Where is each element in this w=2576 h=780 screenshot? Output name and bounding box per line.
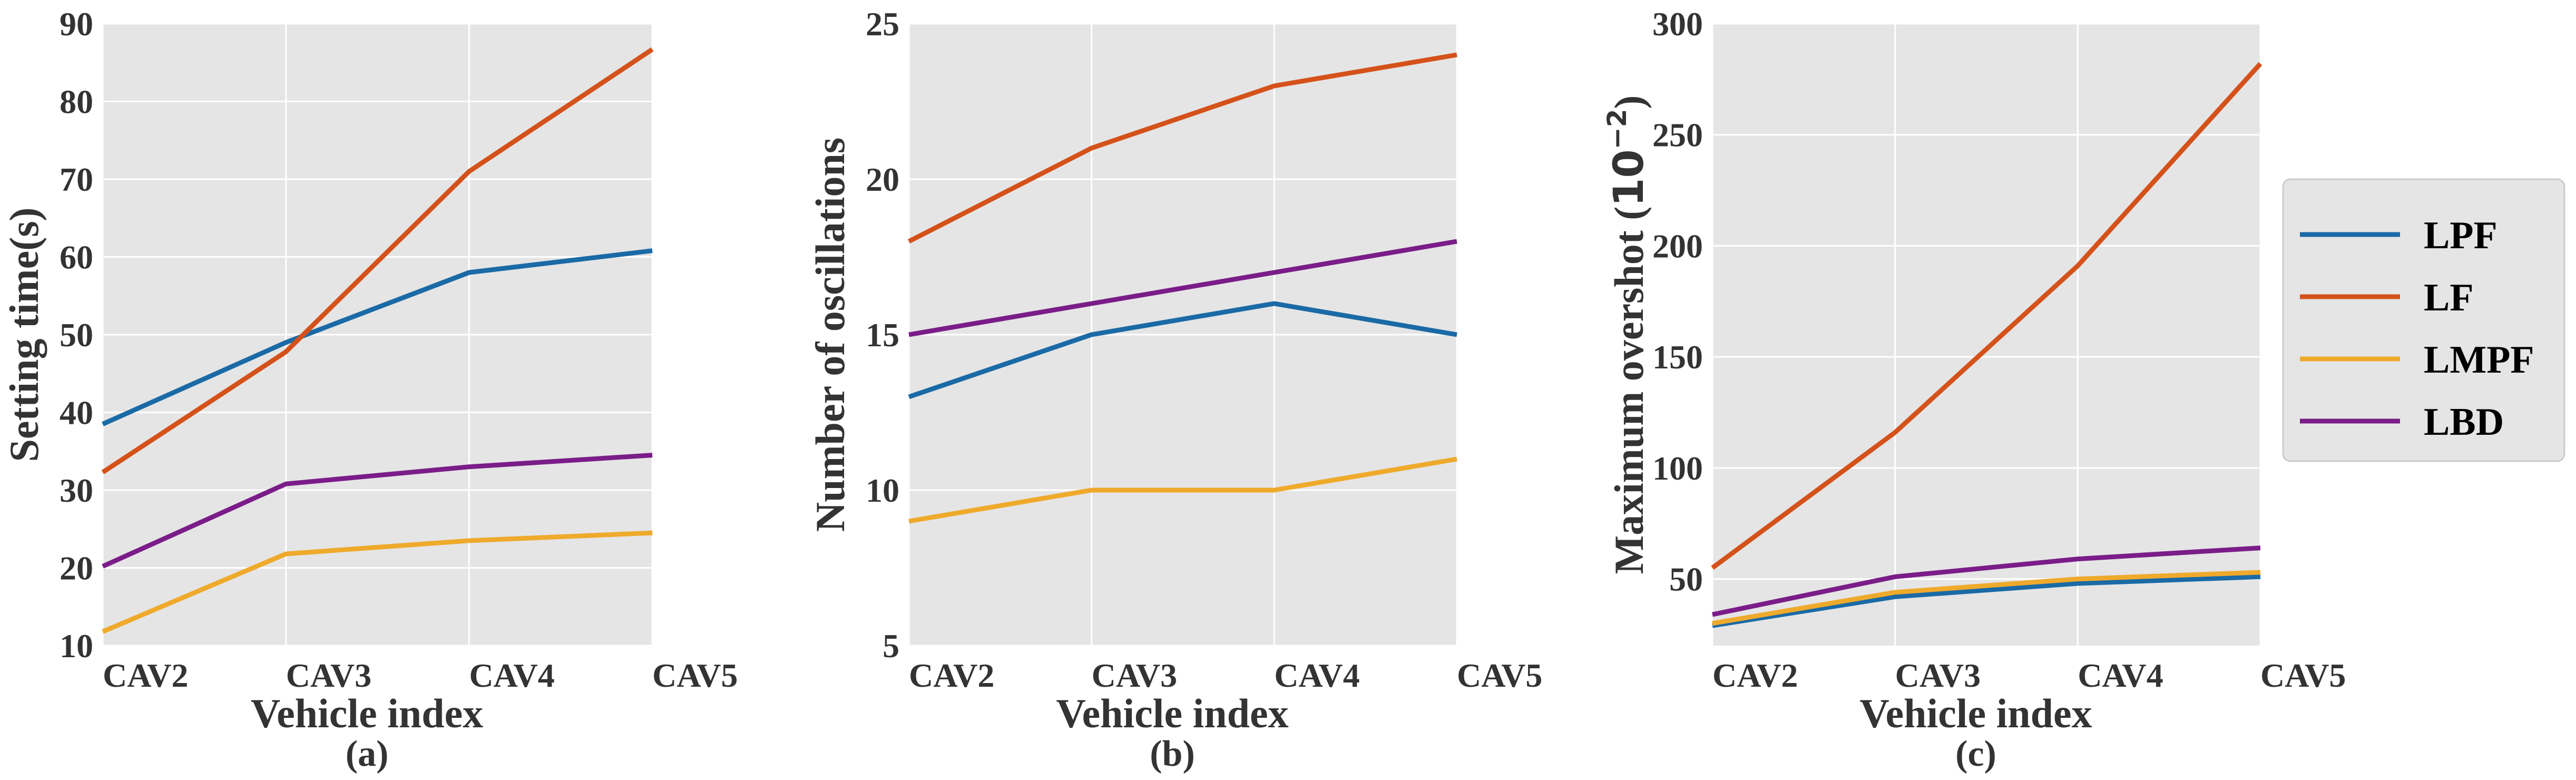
x-tick-label: CAV2 bbox=[103, 657, 188, 694]
series-line-lf bbox=[907, 52, 1457, 244]
x-tick-label: CAV3 bbox=[1895, 657, 1981, 694]
y-tick-label: 20 bbox=[60, 550, 93, 587]
y-tick-label: 250 bbox=[1652, 116, 1703, 154]
y-tick-label: 20 bbox=[866, 161, 899, 198]
legend-label-lf: LF bbox=[2424, 276, 2474, 319]
panel-caption: (a) bbox=[346, 734, 389, 774]
y-axis-label: Setting time(s) bbox=[1, 207, 47, 462]
y-tick-label: 40 bbox=[60, 394, 93, 432]
series-line-lbd bbox=[1712, 545, 2261, 617]
series-line-lpf bbox=[908, 301, 1457, 399]
chart-panel-1: 10 20 30 40 50 60 70 80 90 CAV2 CAV3 CAV4 CAV5 Vehicl… bbox=[1, 5, 738, 774]
chart-panel-2: 5 10 15 20 25 CAV2 CAV3 CAV4 CAV5 Vehicle index(b… bbox=[807, 5, 1542, 774]
y-tick-label: 30 bbox=[60, 472, 93, 509]
x-tick-label: CAV4 bbox=[1274, 657, 1359, 694]
y-tick-label: 10 bbox=[866, 472, 899, 509]
series-line-lmpf bbox=[102, 530, 653, 634]
series-line-lpf bbox=[102, 248, 653, 426]
series-line-lf bbox=[1711, 62, 2262, 570]
x-tick-label: CAV5 bbox=[2260, 657, 2346, 694]
series-line-lmpf bbox=[1712, 570, 2261, 626]
y-tick-label: 70 bbox=[60, 161, 93, 198]
y-tick-label: 5 bbox=[883, 627, 899, 665]
y-axis-label: Maximum overshot (10−2) bbox=[1602, 95, 1653, 574]
y-tick-label: 15 bbox=[866, 316, 899, 354]
series-line-lbd bbox=[908, 239, 1457, 337]
y-tick-label: 90 bbox=[60, 5, 93, 43]
y-tick-label: 80 bbox=[60, 83, 93, 121]
x-axis-label: Vehicle index bbox=[1859, 690, 2092, 736]
chart-panel-3: 50 100 150 200 250 300 CAV2 CAV3 CAV4 CAV5 Vehicle… bbox=[1602, 5, 2346, 774]
legend-label-lmpf: LMPF bbox=[2424, 338, 2534, 382]
x-axis-label: Vehicle index bbox=[251, 690, 483, 736]
x-tick-label: CAV4 bbox=[469, 657, 554, 694]
y-tick-label: 300 bbox=[1652, 5, 1703, 43]
y-tick-label: 10 bbox=[60, 627, 93, 665]
x-tick-label: CAV2 bbox=[909, 657, 994, 694]
plot-area bbox=[1712, 24, 2260, 646]
x-tick-label: CAV5 bbox=[652, 657, 738, 694]
y-tick-label: 50 bbox=[1669, 561, 1703, 598]
x-tick-label: CAV2 bbox=[1712, 657, 1798, 694]
y-tick-label: 200 bbox=[1652, 227, 1703, 265]
legend-label-lbd: LBD bbox=[2424, 401, 2504, 444]
x-axis-label: Vehicle index bbox=[1056, 690, 1288, 736]
x-tick-label: CAV3 bbox=[286, 657, 371, 694]
y-tick-label: 60 bbox=[60, 239, 93, 276]
panel-caption: (b) bbox=[1150, 734, 1195, 774]
x-tick-label: CAV5 bbox=[1457, 657, 1542, 694]
series-line-lmpf bbox=[908, 456, 1457, 524]
legend: LPF LF LMPF LBD bbox=[2282, 178, 2565, 462]
y-tick-label: 50 bbox=[60, 316, 93, 354]
x-tick-label: CAV4 bbox=[2078, 657, 2163, 694]
series-line-lf bbox=[101, 47, 654, 474]
y-tick-label: 150 bbox=[1652, 338, 1703, 376]
panel-caption: (c) bbox=[1955, 734, 1996, 774]
y-tick-label: 100 bbox=[1652, 450, 1703, 487]
legend-label-lpf: LPF bbox=[2424, 214, 2497, 257]
y-tick-label: 25 bbox=[866, 5, 899, 43]
series-line-lbd bbox=[102, 453, 653, 569]
y-axis-label: Number of oscillations bbox=[807, 138, 853, 532]
legend-box bbox=[2282, 178, 2565, 462]
x-tick-label: CAV3 bbox=[1092, 657, 1177, 694]
series-line-lpf bbox=[1712, 574, 2261, 628]
